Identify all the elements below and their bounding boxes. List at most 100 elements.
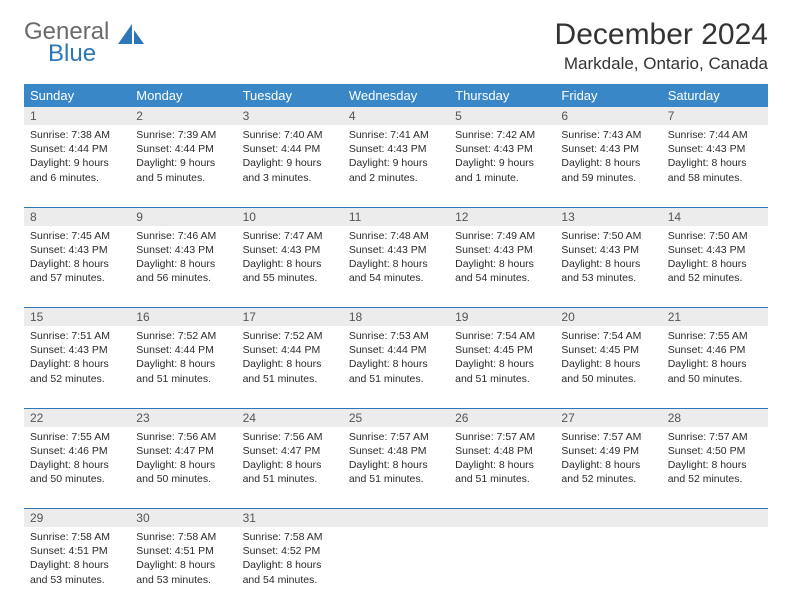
day-number: 6 [555, 107, 661, 125]
sunrise-text: Sunrise: 7:39 AM [136, 128, 230, 142]
sunset-text: Sunset: 4:52 PM [243, 544, 337, 558]
day-cell: Sunrise: 7:48 AMSunset: 4:43 PMDaylight:… [343, 226, 449, 308]
day-cell: Sunrise: 7:43 AMSunset: 4:43 PMDaylight:… [555, 125, 661, 207]
day-number: 3 [237, 107, 343, 125]
logo-sail-icon [118, 24, 144, 44]
sunrise-text: Sunrise: 7:50 AM [668, 229, 762, 243]
day-number: 9 [130, 207, 236, 226]
location: Markdale, Ontario, Canada [555, 54, 768, 74]
day-content: Sunrise: 7:57 AMSunset: 4:49 PMDaylight:… [555, 427, 661, 493]
calendar-body: 1234567Sunrise: 7:38 AMSunset: 4:44 PMDa… [24, 107, 768, 609]
day-content: Sunrise: 7:56 AMSunset: 4:47 PMDaylight:… [237, 427, 343, 493]
daynum-row: 891011121314 [24, 207, 768, 226]
day-cell: Sunrise: 7:58 AMSunset: 4:51 PMDaylight:… [24, 527, 130, 609]
daylight-text: Daylight: 8 hours and 50 minutes. [668, 357, 762, 385]
sunrise-text: Sunrise: 7:52 AM [136, 329, 230, 343]
day-cell: Sunrise: 7:52 AMSunset: 4:44 PMDaylight:… [130, 326, 236, 408]
day-number: 20 [555, 308, 661, 327]
sunrise-text: Sunrise: 7:52 AM [243, 329, 337, 343]
sunset-text: Sunset: 4:46 PM [30, 444, 124, 458]
sunset-text: Sunset: 4:43 PM [136, 243, 230, 257]
sunset-text: Sunset: 4:51 PM [30, 544, 124, 558]
sunset-text: Sunset: 4:51 PM [136, 544, 230, 558]
daylight-text: Daylight: 8 hours and 55 minutes. [243, 257, 337, 285]
daylight-text: Daylight: 8 hours and 50 minutes. [136, 458, 230, 486]
sunrise-text: Sunrise: 7:58 AM [136, 530, 230, 544]
sunset-text: Sunset: 4:44 PM [136, 142, 230, 156]
day-content: Sunrise: 7:49 AMSunset: 4:43 PMDaylight:… [449, 226, 555, 292]
day-content: Sunrise: 7:58 AMSunset: 4:51 PMDaylight:… [24, 527, 130, 593]
sunset-text: Sunset: 4:43 PM [349, 142, 443, 156]
day-content: Sunrise: 7:58 AMSunset: 4:51 PMDaylight:… [130, 527, 236, 593]
sunrise-text: Sunrise: 7:45 AM [30, 229, 124, 243]
day-cell: Sunrise: 7:49 AMSunset: 4:43 PMDaylight:… [449, 226, 555, 308]
sunrise-text: Sunrise: 7:43 AM [561, 128, 655, 142]
daylight-text: Daylight: 8 hours and 52 minutes. [561, 458, 655, 486]
sunrise-text: Sunrise: 7:54 AM [561, 329, 655, 343]
weekday-header: Tuesday [237, 84, 343, 107]
day-number: 1 [24, 107, 130, 125]
day-number: 28 [662, 408, 768, 427]
day-content: Sunrise: 7:53 AMSunset: 4:44 PMDaylight:… [343, 326, 449, 392]
sunset-text: Sunset: 4:43 PM [30, 343, 124, 357]
sunrise-text: Sunrise: 7:48 AM [349, 229, 443, 243]
day-cell: Sunrise: 7:57 AMSunset: 4:50 PMDaylight:… [662, 427, 768, 509]
daylight-text: Daylight: 8 hours and 51 minutes. [455, 458, 549, 486]
sunset-text: Sunset: 4:43 PM [455, 243, 549, 257]
day-content: Sunrise: 7:54 AMSunset: 4:45 PMDaylight:… [555, 326, 661, 392]
daylight-text: Daylight: 8 hours and 56 minutes. [136, 257, 230, 285]
sunset-text: Sunset: 4:50 PM [668, 444, 762, 458]
sunrise-text: Sunrise: 7:57 AM [668, 430, 762, 444]
daylight-text: Daylight: 8 hours and 54 minutes. [349, 257, 443, 285]
day-cell: Sunrise: 7:53 AMSunset: 4:44 PMDaylight:… [343, 326, 449, 408]
sunset-text: Sunset: 4:44 PM [243, 142, 337, 156]
sunrise-text: Sunrise: 7:55 AM [30, 430, 124, 444]
day-content: Sunrise: 7:50 AMSunset: 4:43 PMDaylight:… [662, 226, 768, 292]
day-number: 24 [237, 408, 343, 427]
daylight-text: Daylight: 8 hours and 53 minutes. [136, 558, 230, 586]
daylight-text: Daylight: 8 hours and 52 minutes. [30, 357, 124, 385]
day-content: Sunrise: 7:47 AMSunset: 4:43 PMDaylight:… [237, 226, 343, 292]
daylight-text: Daylight: 8 hours and 50 minutes. [561, 357, 655, 385]
sunset-text: Sunset: 4:43 PM [561, 142, 655, 156]
day-content [555, 527, 661, 536]
title-block: December 2024 Markdale, Ontario, Canada [555, 18, 768, 74]
day-number: 30 [130, 509, 236, 528]
day-cell: Sunrise: 7:56 AMSunset: 4:47 PMDaylight:… [237, 427, 343, 509]
day-content: Sunrise: 7:43 AMSunset: 4:43 PMDaylight:… [555, 125, 661, 191]
day-number: 11 [343, 207, 449, 226]
day-number: 4 [343, 107, 449, 125]
sunrise-text: Sunrise: 7:54 AM [455, 329, 549, 343]
sunrise-text: Sunrise: 7:40 AM [243, 128, 337, 142]
daylight-text: Daylight: 9 hours and 5 minutes. [136, 156, 230, 184]
sunrise-text: Sunrise: 7:38 AM [30, 128, 124, 142]
sunset-text: Sunset: 4:43 PM [30, 243, 124, 257]
sunset-text: Sunset: 4:49 PM [561, 444, 655, 458]
day-cell: Sunrise: 7:41 AMSunset: 4:43 PMDaylight:… [343, 125, 449, 207]
day-cell [555, 527, 661, 609]
calendar-page: General Blue December 2024 Markdale, Ont… [0, 0, 792, 612]
day-content: Sunrise: 7:55 AMSunset: 4:46 PMDaylight:… [662, 326, 768, 392]
day-content: Sunrise: 7:58 AMSunset: 4:52 PMDaylight:… [237, 527, 343, 593]
daylight-text: Daylight: 8 hours and 50 minutes. [30, 458, 124, 486]
day-cell: Sunrise: 7:57 AMSunset: 4:49 PMDaylight:… [555, 427, 661, 509]
daylight-text: Daylight: 9 hours and 3 minutes. [243, 156, 337, 184]
sunrise-text: Sunrise: 7:57 AM [455, 430, 549, 444]
header: General Blue December 2024 Markdale, Ont… [24, 18, 768, 74]
sunrise-text: Sunrise: 7:57 AM [561, 430, 655, 444]
daylight-text: Daylight: 8 hours and 51 minutes. [349, 357, 443, 385]
day-content: Sunrise: 7:48 AMSunset: 4:43 PMDaylight:… [343, 226, 449, 292]
day-number: 18 [343, 308, 449, 327]
sunset-text: Sunset: 4:48 PM [455, 444, 549, 458]
sunrise-text: Sunrise: 7:58 AM [243, 530, 337, 544]
weekday-header: Thursday [449, 84, 555, 107]
sunrise-text: Sunrise: 7:44 AM [668, 128, 762, 142]
day-cell: Sunrise: 7:58 AMSunset: 4:52 PMDaylight:… [237, 527, 343, 609]
daylight-text: Daylight: 8 hours and 52 minutes. [668, 458, 762, 486]
day-content: Sunrise: 7:46 AMSunset: 4:43 PMDaylight:… [130, 226, 236, 292]
daylight-text: Daylight: 8 hours and 51 minutes. [455, 357, 549, 385]
day-content: Sunrise: 7:52 AMSunset: 4:44 PMDaylight:… [237, 326, 343, 392]
day-number: 7 [662, 107, 768, 125]
week-row: Sunrise: 7:45 AMSunset: 4:43 PMDaylight:… [24, 226, 768, 308]
sunrise-text: Sunrise: 7:55 AM [668, 329, 762, 343]
